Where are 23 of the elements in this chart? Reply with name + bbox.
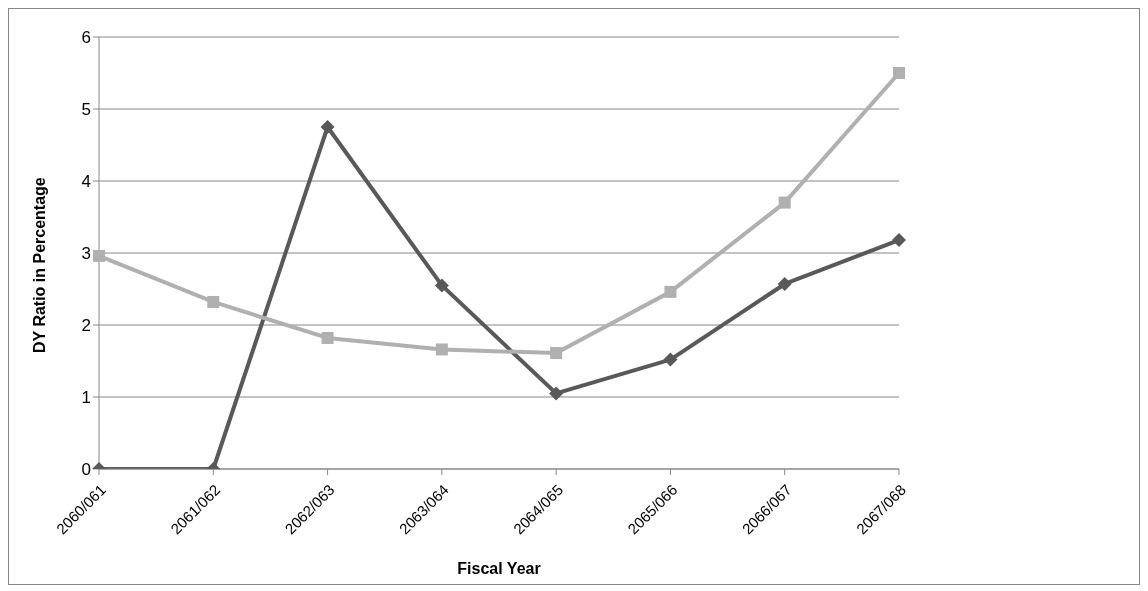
point — [893, 67, 905, 79]
point — [207, 295, 220, 308]
point — [320, 120, 335, 134]
point — [549, 386, 564, 401]
y-tick-label: 6 — [81, 28, 91, 48]
point — [664, 285, 677, 298]
point — [892, 233, 906, 248]
y-tick-label: 4 — [81, 172, 91, 192]
y-tick-label: 3 — [81, 244, 91, 264]
y-tick-label: 5 — [81, 100, 91, 120]
point — [434, 278, 449, 293]
point — [777, 276, 792, 291]
point — [778, 196, 791, 209]
point — [663, 352, 678, 367]
point — [550, 347, 563, 360]
y-tick-label: 2 — [81, 316, 91, 336]
x-axis-title: Fiscal Year — [457, 560, 541, 577]
y-axis-title: DY Ratio in Percentage — [30, 177, 48, 353]
point — [93, 249, 105, 262]
y-tick-label: 0 — [81, 460, 91, 480]
point — [435, 343, 448, 356]
y-tick-label: 1 — [81, 388, 91, 408]
point — [321, 331, 334, 344]
